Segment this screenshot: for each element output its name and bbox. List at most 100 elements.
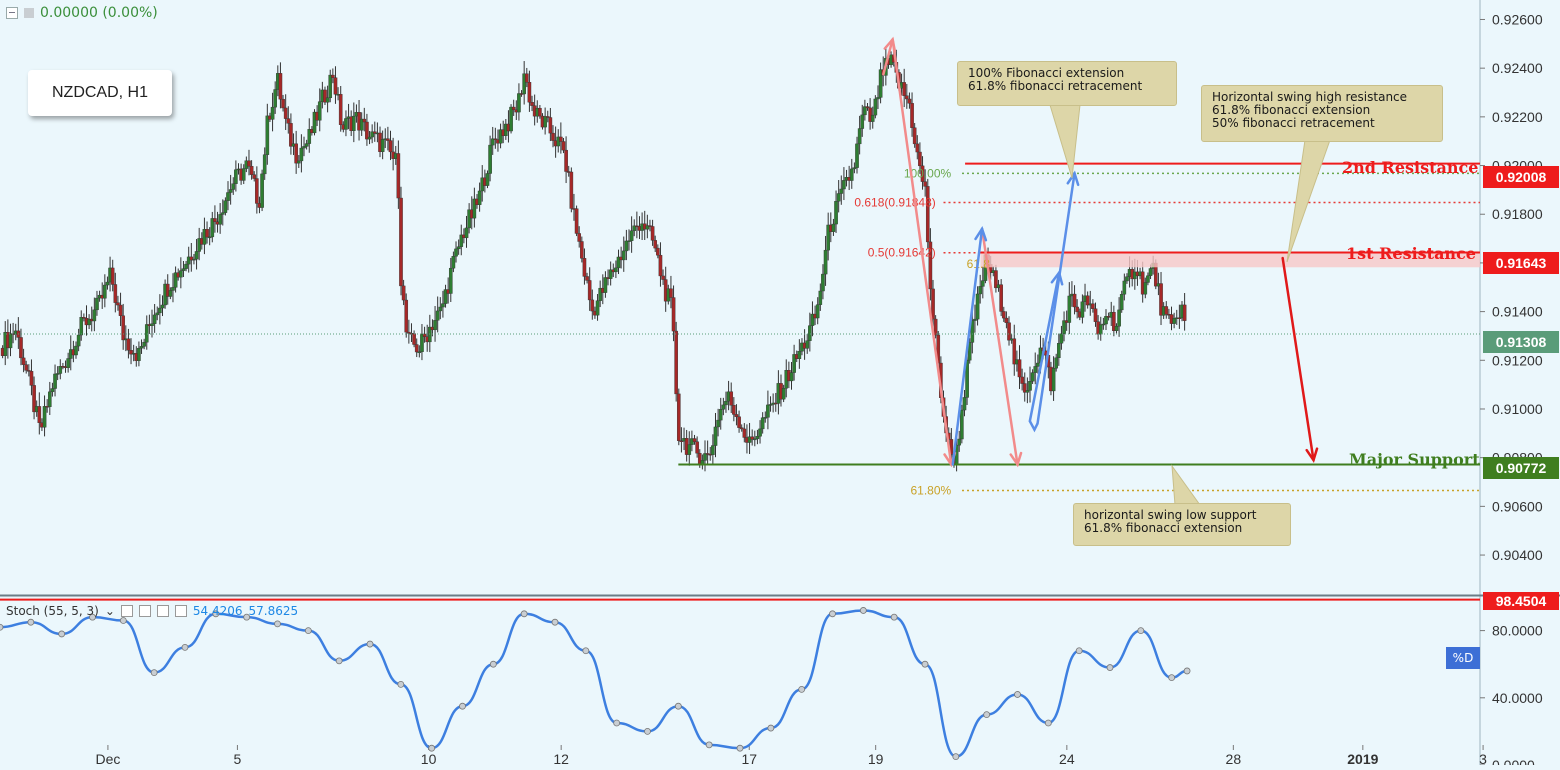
candle-body bbox=[467, 209, 471, 229]
projection-arrow bbox=[1281, 256, 1315, 462]
candle-body bbox=[359, 118, 364, 131]
candle-body bbox=[352, 115, 356, 131]
candle-body bbox=[192, 258, 196, 261]
candle-body bbox=[278, 73, 283, 100]
annotation-swing-low[interactable]: horizontal swing low support 61.8% fibon… bbox=[1073, 503, 1291, 546]
candle-body bbox=[331, 74, 335, 78]
candle-body bbox=[1112, 311, 1116, 331]
candle-body bbox=[1143, 282, 1148, 295]
candle-body bbox=[669, 288, 673, 298]
candle-body bbox=[551, 132, 555, 141]
stoch-point bbox=[181, 644, 189, 651]
candle-body bbox=[362, 118, 367, 123]
candle-body bbox=[459, 234, 464, 247]
price-tick-label: 0.90400 bbox=[1492, 547, 1543, 563]
level-label-major-support: Major Support bbox=[1349, 450, 1480, 469]
stoch-point bbox=[1183, 667, 1191, 675]
candle-body bbox=[834, 200, 838, 225]
candle-body bbox=[755, 436, 760, 440]
candle-body bbox=[110, 267, 115, 285]
candle-body bbox=[323, 89, 327, 103]
stoch-point bbox=[829, 610, 836, 618]
candle-body bbox=[317, 101, 322, 121]
chevron-down-icon[interactable]: ⌄ bbox=[104, 604, 115, 618]
candle-body bbox=[999, 284, 1003, 312]
time-tick-label: 5 bbox=[234, 751, 242, 765]
header-info: 0.00000 (0.00%) bbox=[6, 5, 158, 21]
candle-body bbox=[585, 276, 589, 281]
candle-body bbox=[577, 233, 582, 242]
price-tick-label: 0.91800 bbox=[1492, 206, 1543, 222]
fib-arrow-pink-head bbox=[1009, 451, 1023, 468]
stoch-point bbox=[1106, 664, 1114, 671]
close-icon[interactable] bbox=[174, 605, 187, 617]
candle-body bbox=[249, 166, 254, 175]
candle-body bbox=[981, 280, 985, 287]
candle-body bbox=[1091, 303, 1095, 309]
annotation-swing-high[interactable]: Horizontal swing high resistance 61.8% f… bbox=[1201, 85, 1443, 142]
candle-body bbox=[137, 347, 141, 361]
candle-body bbox=[509, 106, 513, 132]
candle-body bbox=[543, 116, 547, 128]
collapse-icon[interactable] bbox=[6, 7, 18, 19]
candle-body bbox=[380, 139, 385, 152]
stoch-point bbox=[459, 702, 466, 710]
plus-icon[interactable] bbox=[156, 605, 169, 617]
candle-body bbox=[422, 333, 427, 337]
candle-body bbox=[82, 317, 86, 319]
annotation-fib-extension[interactable]: 100% Fibonacci extension 61.8% fibonacci… bbox=[957, 61, 1177, 106]
candle-body bbox=[580, 241, 584, 259]
candle-body bbox=[653, 240, 658, 249]
candle-body bbox=[614, 267, 618, 273]
candle-body bbox=[388, 140, 393, 153]
stoch-tick-label: 40.0000 bbox=[1492, 690, 1543, 706]
stoch-line bbox=[0, 609, 1188, 758]
stoch-point bbox=[150, 669, 158, 676]
fib-arrow-pink bbox=[891, 38, 953, 466]
candle-body bbox=[412, 333, 416, 345]
price-tag-1st-resistance: 0.91643 bbox=[1483, 252, 1559, 274]
candle-body bbox=[493, 138, 498, 140]
candle-body bbox=[265, 115, 270, 155]
candle-body bbox=[724, 400, 728, 406]
candle-body bbox=[281, 98, 285, 109]
candle-body bbox=[590, 299, 595, 312]
annotation-line: 50% fibonacci retracement bbox=[1212, 116, 1375, 130]
candle-body bbox=[420, 333, 424, 353]
fib-arrow-blue bbox=[1036, 172, 1076, 425]
settings-icon[interactable] bbox=[138, 605, 151, 617]
candle-body bbox=[414, 344, 419, 353]
candle-body bbox=[42, 406, 47, 428]
candle-body bbox=[608, 269, 613, 279]
candle-body bbox=[1172, 318, 1176, 324]
symbol-label: NZDCAD, H1 bbox=[28, 70, 172, 116]
candle-body bbox=[302, 146, 306, 149]
candle-body bbox=[742, 428, 747, 438]
time-tick-label: 12 bbox=[553, 751, 569, 765]
candle-body bbox=[632, 225, 637, 231]
candle-body bbox=[750, 436, 754, 440]
candle-body bbox=[87, 318, 91, 326]
time-tick-label: 24 bbox=[1059, 751, 1075, 765]
price-tick-label: 0.92200 bbox=[1492, 109, 1543, 125]
candle-body bbox=[763, 417, 768, 419]
candle-body bbox=[103, 284, 107, 299]
stoch-value-k: 54.4206 bbox=[192, 604, 243, 618]
stoch-tick-label: 0.0000 bbox=[1492, 757, 1535, 765]
color-swatch-icon bbox=[24, 8, 34, 18]
candle-body bbox=[58, 366, 63, 374]
stoch-point bbox=[89, 613, 96, 621]
candle-body bbox=[24, 364, 29, 371]
candle-body bbox=[118, 304, 123, 316]
candle-body bbox=[923, 181, 927, 187]
eye-icon[interactable] bbox=[120, 605, 133, 617]
candle-body bbox=[860, 114, 865, 129]
stoch-point bbox=[644, 728, 651, 735]
annotation-line: 61.8% fibonacci extension bbox=[1212, 103, 1371, 117]
candle-body bbox=[960, 409, 964, 440]
stoch-point bbox=[58, 630, 66, 638]
candle-body bbox=[792, 354, 796, 373]
candle-body bbox=[524, 73, 529, 83]
candle-body bbox=[928, 241, 933, 290]
price-tick-label: 0.90600 bbox=[1492, 498, 1543, 514]
